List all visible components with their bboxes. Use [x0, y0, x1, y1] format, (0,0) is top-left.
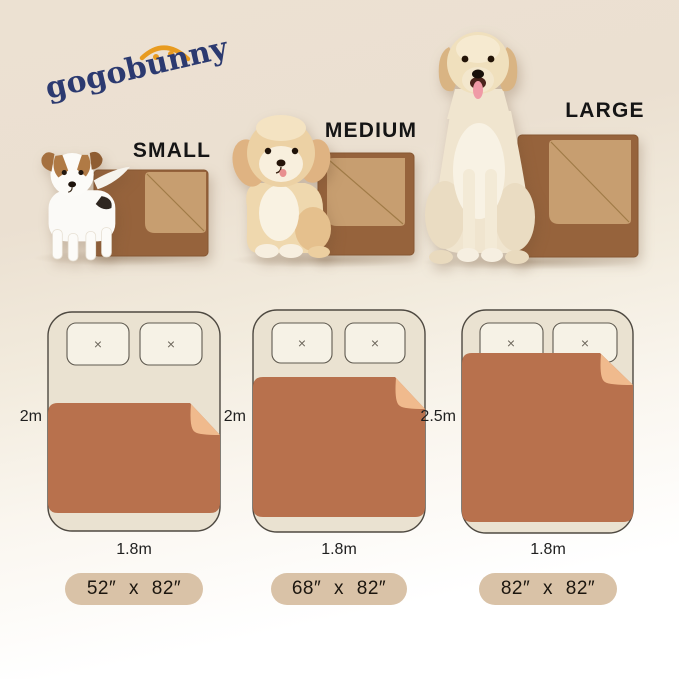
- pillow-stitch-icon: ×: [507, 335, 515, 351]
- blanket-photo-small: [93, 169, 209, 257]
- dog-photo-large: [425, 32, 535, 264]
- pillow-stitch-icon: ×: [94, 336, 102, 352]
- bed-height-label-small: 2m: [19, 408, 42, 425]
- ground-shadow: [230, 252, 420, 268]
- bed-width-label-large: 1.8m: [530, 541, 566, 558]
- pillow: [139, 322, 203, 366]
- size-label-large: LARGE: [565, 99, 645, 122]
- bed-blanket-overlay: [48, 403, 220, 513]
- pillow-stitch-icon: ×: [371, 335, 379, 351]
- bed-height-label-medium: 2m: [223, 408, 246, 425]
- logo-smile-icon: [139, 45, 191, 62]
- size-label-small: SMALL: [132, 139, 212, 162]
- brand-logo: gogobunny: [38, 28, 232, 123]
- blanket-fold-corner: [190, 404, 220, 435]
- pillow: [66, 322, 130, 366]
- bed-diagram-small: × ×: [47, 311, 221, 532]
- bed-diagram-large: × ×: [461, 309, 634, 534]
- pillow-stitch-icon: ×: [167, 336, 175, 352]
- bed-diagram-medium: × ×: [252, 309, 426, 533]
- size-dimensions-pill-large: 82″ x 82″: [479, 573, 617, 605]
- size-dimensions-pill-medium: 68″ x 82″: [271, 573, 407, 605]
- bed-height-label-large: 2.5m: [420, 408, 456, 425]
- bed-blanket-overlay: [253, 377, 425, 517]
- dog-photo-small: [41, 151, 131, 262]
- pillow-stitch-icon: ×: [581, 335, 589, 351]
- logo-wordmark: gogobunny: [42, 30, 232, 107]
- blanket-fold-corner: [600, 354, 633, 385]
- blanket-photo-large: [517, 134, 639, 258]
- dog-photo-medium: [232, 115, 331, 258]
- pillow: [271, 322, 333, 364]
- pillow-stitch-icon: ×: [298, 335, 306, 351]
- bed-width-label-medium: 1.8m: [321, 541, 357, 558]
- bed-blanket-overlay: [462, 353, 633, 522]
- size-label-medium: MEDIUM: [324, 119, 418, 142]
- blanket-photo-medium: [317, 152, 415, 256]
- size-dimensions-pill-small: 52″ x 82″: [65, 573, 203, 605]
- pillow: [344, 322, 406, 364]
- bed-width-label-small: 1.8m: [116, 541, 152, 558]
- blanket-fold-corner: [395, 378, 425, 409]
